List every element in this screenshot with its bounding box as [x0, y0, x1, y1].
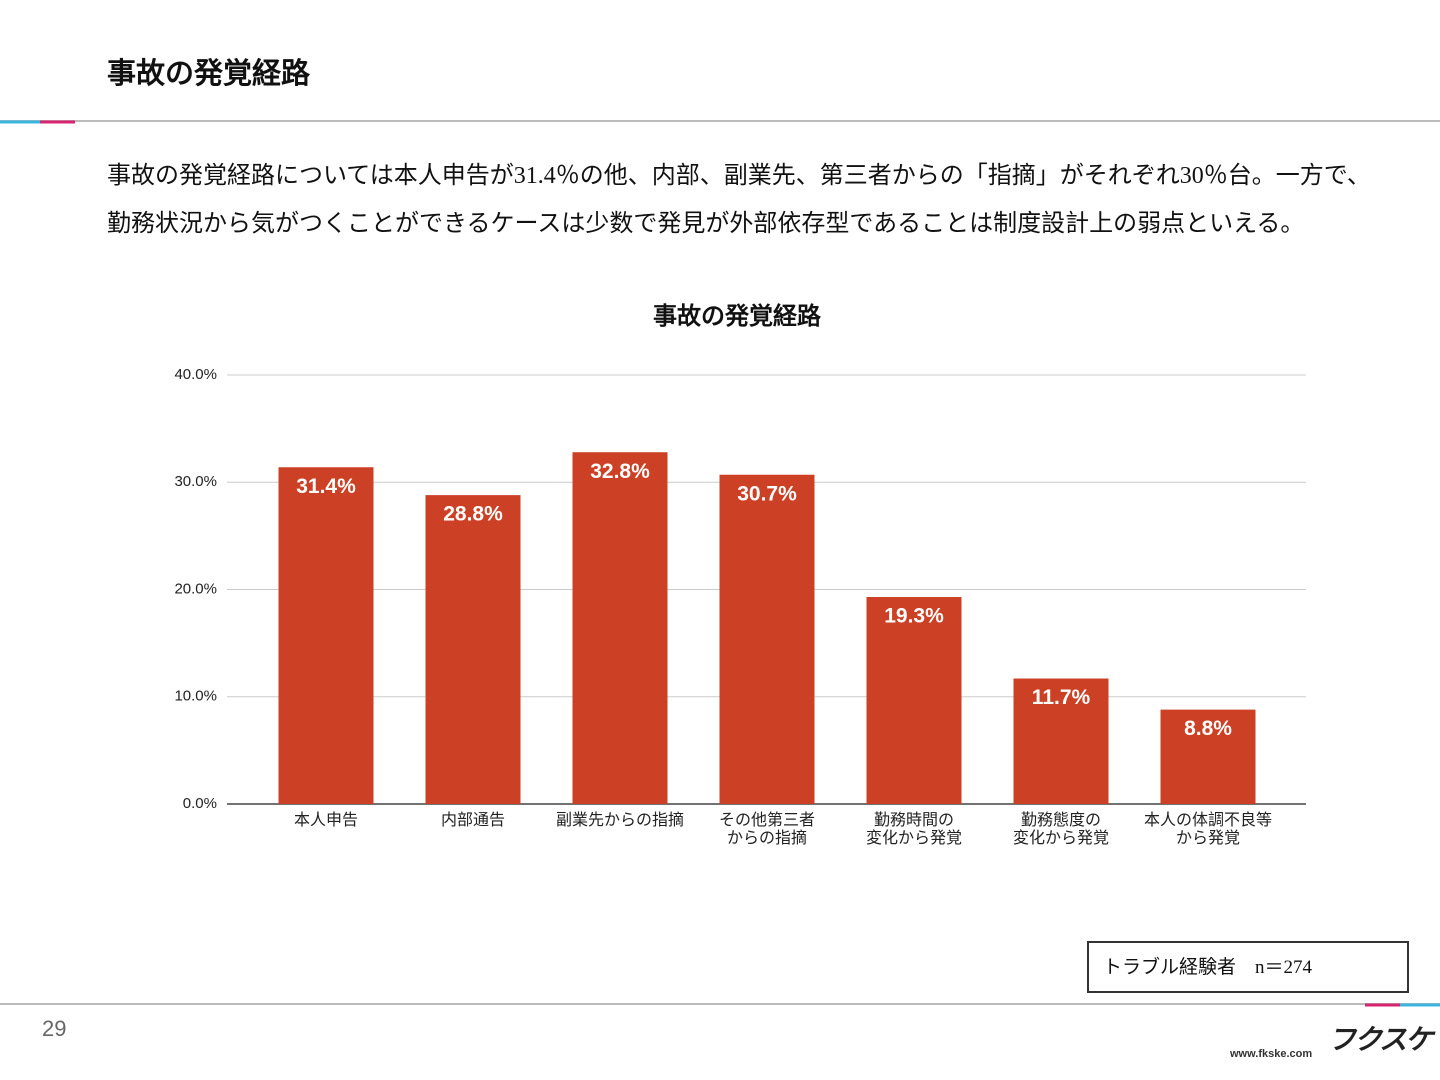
value-label: 28.8%: [443, 503, 503, 526]
sample-note: トラブル経験者 n＝274: [1087, 941, 1409, 993]
x-tick-label: その他第三者 からの指摘: [718, 812, 815, 847]
chart-title: 事故の発覚経路: [653, 304, 821, 330]
value-label: 8.8%: [1184, 717, 1232, 740]
bar: [719, 474, 815, 804]
x-tick-label: 内部通告: [440, 812, 505, 829]
x-tick-label: 本人申告: [293, 812, 358, 829]
bar: [1160, 709, 1256, 804]
y-tick-label: 0.0%: [183, 795, 217, 812]
bar: [1013, 678, 1109, 804]
value-label: 30.7%: [737, 482, 797, 505]
bar: [866, 597, 962, 804]
bar: [572, 452, 668, 804]
value-label: 11.7%: [1032, 686, 1091, 709]
value-label: 31.4%: [296, 475, 356, 498]
x-tick-label: 勤務時間の 変化から発覚: [865, 812, 962, 847]
logo: フクスケ: [1328, 1023, 1433, 1056]
y-tick-label: 30.0%: [174, 473, 217, 490]
url: www.fkske.com: [1230, 1048, 1313, 1060]
page-number: 29: [42, 1016, 67, 1041]
x-tick-label: 本人の体調不良等 から発覚: [1143, 812, 1272, 847]
bar: [425, 495, 521, 804]
bar: [278, 467, 374, 804]
y-tick-label: 20.0%: [174, 580, 217, 597]
value-label: 19.3%: [884, 605, 944, 628]
x-tick-label: 副業先からの指摘: [555, 812, 684, 829]
value-label: 32.8%: [590, 460, 650, 483]
y-tick-label: 40.0%: [174, 366, 217, 383]
x-tick-label: 勤務態度の 変化から発覚: [1012, 812, 1109, 847]
body-text: 事故の発覚経路については本人申告が31.4％の他、内部、副業先、第三者からの「指…: [107, 163, 1371, 237]
y-tick-label: 10.0%: [174, 688, 217, 705]
slide-title: 事故の発覚経路: [107, 58, 311, 90]
